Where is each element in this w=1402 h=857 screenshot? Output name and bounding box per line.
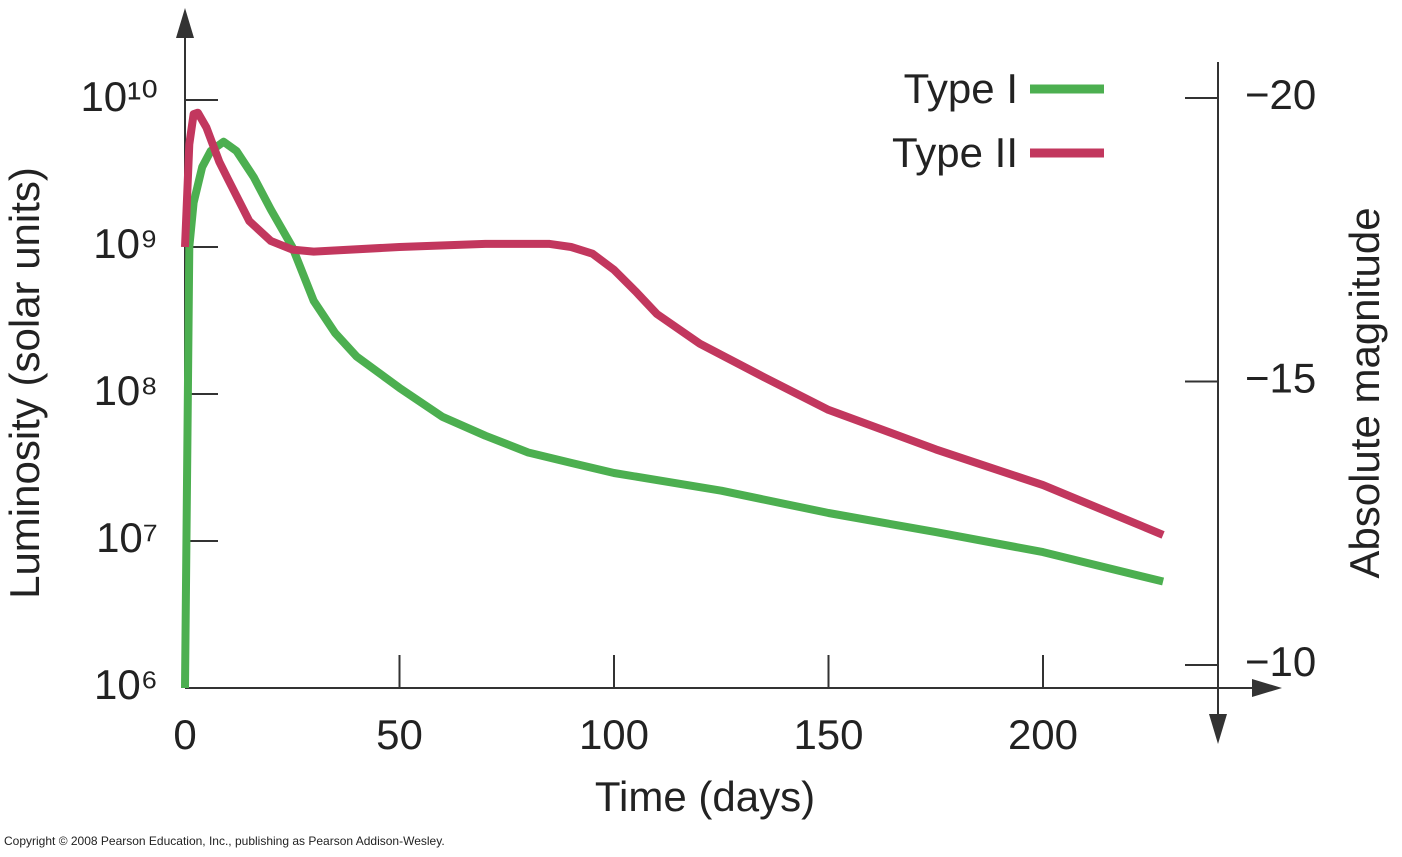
y-axis-label: Luminosity (solar units): [1, 167, 48, 599]
x-axis-arrow: [1252, 679, 1282, 697]
legend-label: Type II: [892, 129, 1018, 176]
y2-tick-label: −15: [1245, 355, 1316, 402]
y2-axis-arrow: [1209, 714, 1227, 744]
footnote: Copyright © 2008 Pearson Education, Inc.…: [4, 834, 445, 848]
y-axis-arrow: [176, 8, 194, 38]
y2-axis-label: Absolute magnitude: [1341, 207, 1388, 578]
y-tick-label: 10⁸: [94, 367, 158, 414]
y2-tick-label: −20: [1245, 71, 1316, 118]
y-tick-label: 10⁷: [96, 514, 158, 561]
x-tick-label: 100: [579, 711, 649, 758]
y-tick-label: 10¹⁰: [80, 73, 158, 120]
legend-label: Type I: [904, 65, 1018, 112]
y-tick-label: 10⁶: [94, 661, 158, 708]
series-line: [181, 137, 1165, 689]
series-line: [181, 108, 1165, 539]
x-tick-label: 0: [173, 711, 196, 758]
y-tick-label: 10⁹: [93, 220, 158, 267]
y2-tick-label: −10: [1245, 638, 1316, 685]
x-tick-label: 50: [376, 711, 423, 758]
x-axis-label: Time (days): [595, 773, 815, 820]
x-tick-label: 200: [1008, 711, 1078, 758]
x-tick-label: 150: [793, 711, 863, 758]
